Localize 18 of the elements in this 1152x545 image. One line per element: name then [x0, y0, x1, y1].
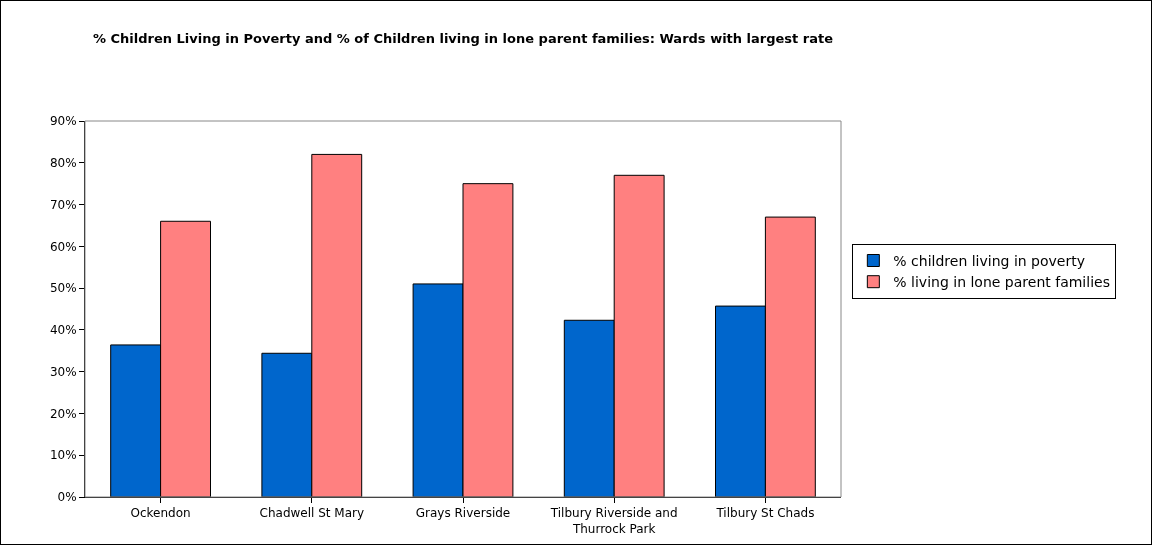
- legend-label: % living in lone parent families: [893, 274, 1110, 291]
- x-tick-label: Tilbury Riverside and Thurrock Park: [549, 506, 678, 536]
- legend-label: % children living in poverty: [893, 252, 1085, 269]
- x-tick-label: Grays Riverside: [415, 506, 511, 521]
- x-tick-label: Tilbury St Chads: [715, 506, 815, 521]
- y-tick-label: 70%: [49, 197, 77, 212]
- y-tick-label: 50%: [49, 281, 77, 296]
- x-tick-label: Ockendon: [130, 506, 191, 521]
- x-tick-label: Chadwell St Mary: [259, 506, 365, 521]
- y-tick-label: 0%: [57, 490, 77, 505]
- y-tick-label: 60%: [49, 239, 77, 254]
- y-tick-label: 30%: [49, 364, 77, 379]
- y-tick-label: 10%: [49, 448, 77, 463]
- y-tick-label: 90%: [49, 114, 77, 129]
- y-tick-label: 40%: [49, 323, 77, 338]
- chart-title: % Children Living in Poverty and % of Children living in lone parent families: Wards with largest rate: [92, 30, 834, 46]
- y-tick-label: 80%: [49, 155, 77, 170]
- y-tick-label: 20%: [49, 406, 77, 421]
